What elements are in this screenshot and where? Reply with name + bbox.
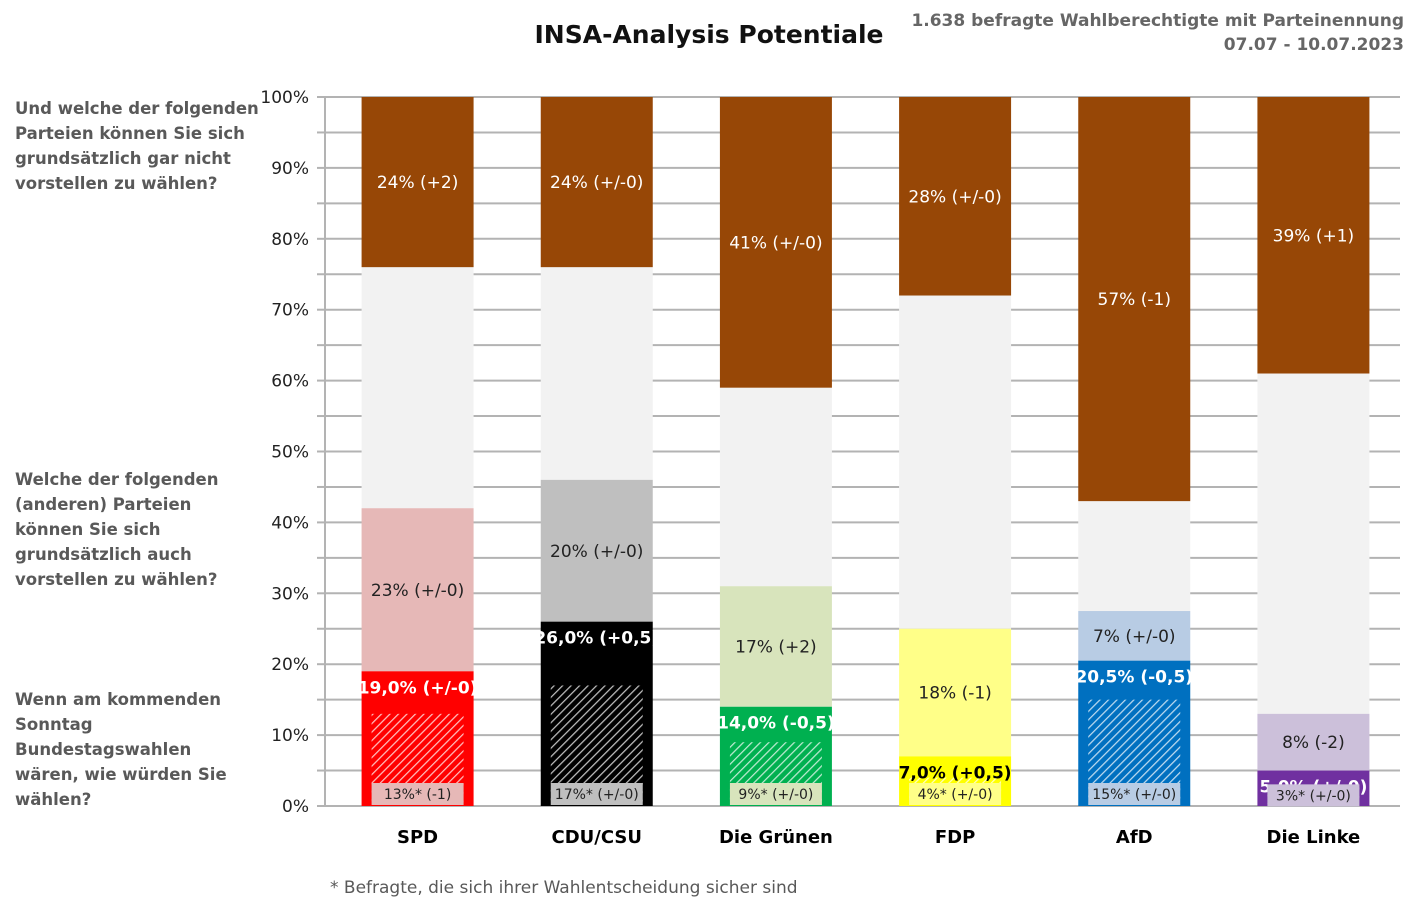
data-label-never: 28% (+/-0) (908, 187, 1001, 207)
data-label-sure: 15%* (+/-0) (1092, 787, 1176, 803)
data-label-sure: 3%* (+/-0) (1276, 788, 1351, 804)
x-tick-label: FDP (935, 827, 975, 848)
question-vote: Wenn am kommenden Sonntag Bundestagswahl… (15, 690, 227, 809)
data-label-also: 7% (+/-0) (1093, 627, 1176, 647)
bar-segment-also (1257, 713, 1370, 771)
data-label-never: 39% (+1) (1273, 226, 1355, 246)
data-label-also: 23% (+/-0) (371, 581, 464, 601)
data-label-sure-box (1088, 783, 1181, 805)
y-tick-label: 90% (271, 159, 309, 179)
footnote: * Befragte, die sich ihrer Wahlentscheid… (330, 878, 798, 898)
bar-segment-undecided (361, 267, 474, 509)
bar-segment-never (361, 97, 474, 268)
bar-segment-undecided (1078, 501, 1191, 612)
data-label-vote: 7,0% (+0,5) (899, 763, 1012, 783)
bar-segment-never (1257, 97, 1370, 374)
bar-segment-also (899, 628, 1012, 757)
question-never: Und welche der folgenden Parteien können… (15, 99, 259, 193)
y-tick-label: 50% (271, 443, 309, 463)
bar-segment-undecided (540, 267, 653, 480)
sample-size: 1.638 befragte Wahlberechtigte mit Parte… (911, 11, 1404, 31)
bar-segment-also (361, 508, 474, 672)
y-tick-label: 10% (271, 726, 309, 746)
x-tick-label: AfD (1116, 827, 1153, 848)
data-label-sure-box (909, 783, 1002, 805)
data-label-vote: 26,0% (+0,5) (534, 629, 659, 649)
data-label-sure-box (550, 783, 643, 805)
data-label-sure-box (729, 783, 822, 805)
y-tick-label: 20% (271, 655, 309, 675)
data-label-vote: 19,0% (+/-0) (358, 678, 478, 698)
data-label-sure: 17%* (+/-0) (555, 787, 639, 803)
bar-segment-never (1078, 97, 1191, 502)
survey-dates: 07.07 - 10.07.2023 (1223, 35, 1404, 55)
chart-title: INSA-Analysis Potentiale (534, 20, 884, 49)
y-tick-label: 100% (260, 88, 309, 108)
bar-segment-also (719, 586, 832, 707)
data-label-never: 57% (-1) (1098, 290, 1171, 310)
y-tick-label: 80% (271, 230, 309, 250)
bar-segment-also (540, 479, 653, 622)
data-label-sure-box (1267, 784, 1360, 807)
data-label-sure-box (371, 783, 464, 805)
bar-segment-never (719, 97, 832, 388)
x-tick-label: Die Grünen (719, 827, 833, 848)
bar-segment-never (540, 97, 653, 268)
data-label-also: 8% (-2) (1282, 733, 1345, 753)
data-label-never: 24% (+/-0) (550, 173, 643, 193)
data-label-sure: 13%* (-1) (384, 787, 451, 803)
x-tick-label: Die Linke (1267, 827, 1361, 848)
survey-meta: 1.638 befragte Wahlberechtigte mit Parte… (911, 9, 1404, 57)
data-label-also: 18% (-1) (918, 684, 991, 704)
y-tick-label: 40% (271, 513, 309, 533)
question-also: Welche der folgenden (anderen) Parteien … (15, 470, 219, 589)
data-label-sure: 9%* (+/-0) (738, 787, 813, 803)
y-tick-label: 70% (271, 301, 309, 321)
data-label-never: 41% (+/-0) (729, 233, 822, 253)
data-label-also: 20% (+/-0) (550, 542, 643, 562)
y-tick-label: 0% (282, 797, 309, 817)
x-tick-label: SPD (397, 827, 438, 848)
bar-segment-undecided (1257, 373, 1370, 714)
bar-segment-never (899, 97, 1012, 296)
data-label-vote: 14,0% (-0,5) (717, 714, 835, 734)
y-tick-label: 60% (271, 372, 309, 392)
bar-segment-undecided (899, 295, 1012, 629)
data-label-never: 24% (+2) (377, 173, 459, 193)
y-tick-label: 30% (271, 584, 309, 604)
data-label-vote: 20,5% (-0,5) (1075, 668, 1193, 688)
bar-segment-also (1078, 611, 1191, 661)
bar-segment-undecided (719, 387, 832, 587)
x-tick-label: CDU/CSU (552, 827, 642, 848)
data-label-sure: 4%* (+/-0) (918, 787, 993, 803)
data-label-also: 17% (+2) (735, 637, 817, 657)
